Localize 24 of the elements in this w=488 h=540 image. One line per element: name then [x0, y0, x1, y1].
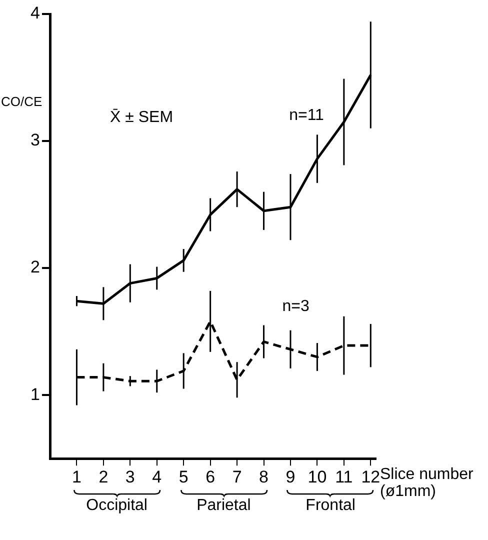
annotation: n=3: [282, 298, 310, 316]
x-tick-label: 11: [335, 467, 353, 486]
y-tick-label: 2: [30, 258, 40, 277]
x-tick-label: 10: [308, 467, 327, 486]
x-tick-label: 9: [286, 467, 296, 486]
x-tick-label: 3: [125, 467, 135, 486]
text: Parietal: [196, 496, 251, 515]
x-axis-title: Slice number (ø1mm): [380, 466, 474, 500]
x-tick-label: 8: [259, 467, 269, 486]
x-tick-label: 4: [152, 467, 162, 486]
x-tick-label: 1: [72, 467, 82, 486]
text: Occipital: [86, 496, 148, 515]
y-tick-label: 1: [30, 384, 40, 404]
x-tick-label: 6: [206, 467, 216, 486]
y-tick-label: 4: [30, 4, 40, 23]
text: Frontal: [306, 496, 356, 515]
annotation: n=11: [289, 106, 324, 125]
x-tick-label: 7: [232, 467, 242, 486]
annotation: X̄ ± SEM: [110, 109, 174, 127]
x-tick-label: 5: [178, 467, 188, 486]
x-tick-label: 2: [98, 467, 108, 486]
y-axis-title: CO/CE: [1, 94, 42, 109]
y-tick-label: 3: [30, 130, 40, 150]
x-tick-label: 12: [361, 467, 380, 486]
